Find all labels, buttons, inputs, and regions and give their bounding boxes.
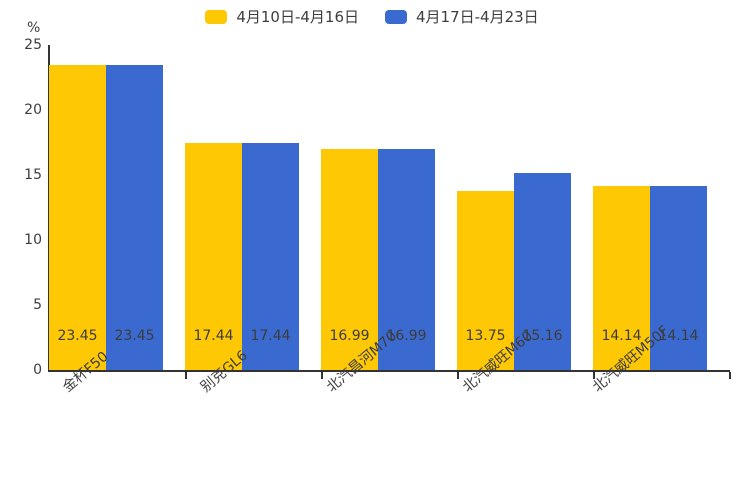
y-axis-unit-label: % bbox=[27, 20, 41, 36]
bar-series-1[interactable]: 23.45 bbox=[49, 65, 106, 370]
bar-group: 13.75 15.16 bbox=[457, 45, 593, 370]
bar-series-1[interactable]: 16.99 bbox=[321, 149, 378, 370]
chart-legend: 4月10日-4月16日 4月17日-4月23日 bbox=[0, 6, 744, 27]
bar-value-label: 23.45 bbox=[114, 328, 155, 344]
y-tick-label: 10 bbox=[24, 232, 42, 248]
bar-group: 17.44 17.44 bbox=[185, 45, 321, 370]
x-axis-tick bbox=[729, 372, 731, 379]
x-axis-line bbox=[49, 370, 730, 372]
y-tick-label: 0 bbox=[33, 362, 42, 378]
y-tick-label: 20 bbox=[24, 102, 42, 118]
y-tick-label: 15 bbox=[24, 167, 42, 183]
bar-series-2[interactable]: 17.44 bbox=[242, 143, 299, 370]
bar-value-label: 17.44 bbox=[193, 328, 234, 344]
plot-area: 23.45 23.45 17.44 17.44 16.99 16.99 bbox=[49, 45, 729, 370]
x-axis-tick bbox=[457, 372, 459, 379]
bar-group: 16.99 16.99 bbox=[321, 45, 457, 370]
bar-series-2[interactable]: 23.45 bbox=[106, 65, 163, 370]
y-tick-label: 25 bbox=[24, 37, 42, 53]
legend-item-series-1[interactable]: 4月10日-4月16日 bbox=[205, 6, 359, 27]
legend-swatch-icon-series-1 bbox=[205, 9, 228, 24]
bar-series-2[interactable]: 16.99 bbox=[378, 149, 435, 370]
legend-swatch-icon-series-2 bbox=[385, 9, 407, 24]
bar-group: 23.45 23.45 bbox=[49, 45, 185, 370]
legend-label-series-2: 4月17日-4月23日 bbox=[416, 8, 539, 26]
y-axis-tick-labels: 25 20 15 10 5 0 bbox=[0, 0, 42, 496]
bar-value-label: 17.44 bbox=[250, 328, 291, 344]
legend-label-series-1: 4月10日-4月16日 bbox=[236, 8, 359, 26]
legend-item-series-2[interactable]: 4月17日-4月23日 bbox=[385, 6, 539, 27]
bar-value-label: 23.45 bbox=[57, 328, 98, 344]
x-axis-tick bbox=[593, 372, 595, 379]
x-axis-tick bbox=[185, 372, 187, 379]
x-axis-tick bbox=[321, 372, 323, 379]
bar-series-1[interactable]: 17.44 bbox=[185, 143, 242, 370]
y-tick-label: 5 bbox=[33, 297, 42, 313]
